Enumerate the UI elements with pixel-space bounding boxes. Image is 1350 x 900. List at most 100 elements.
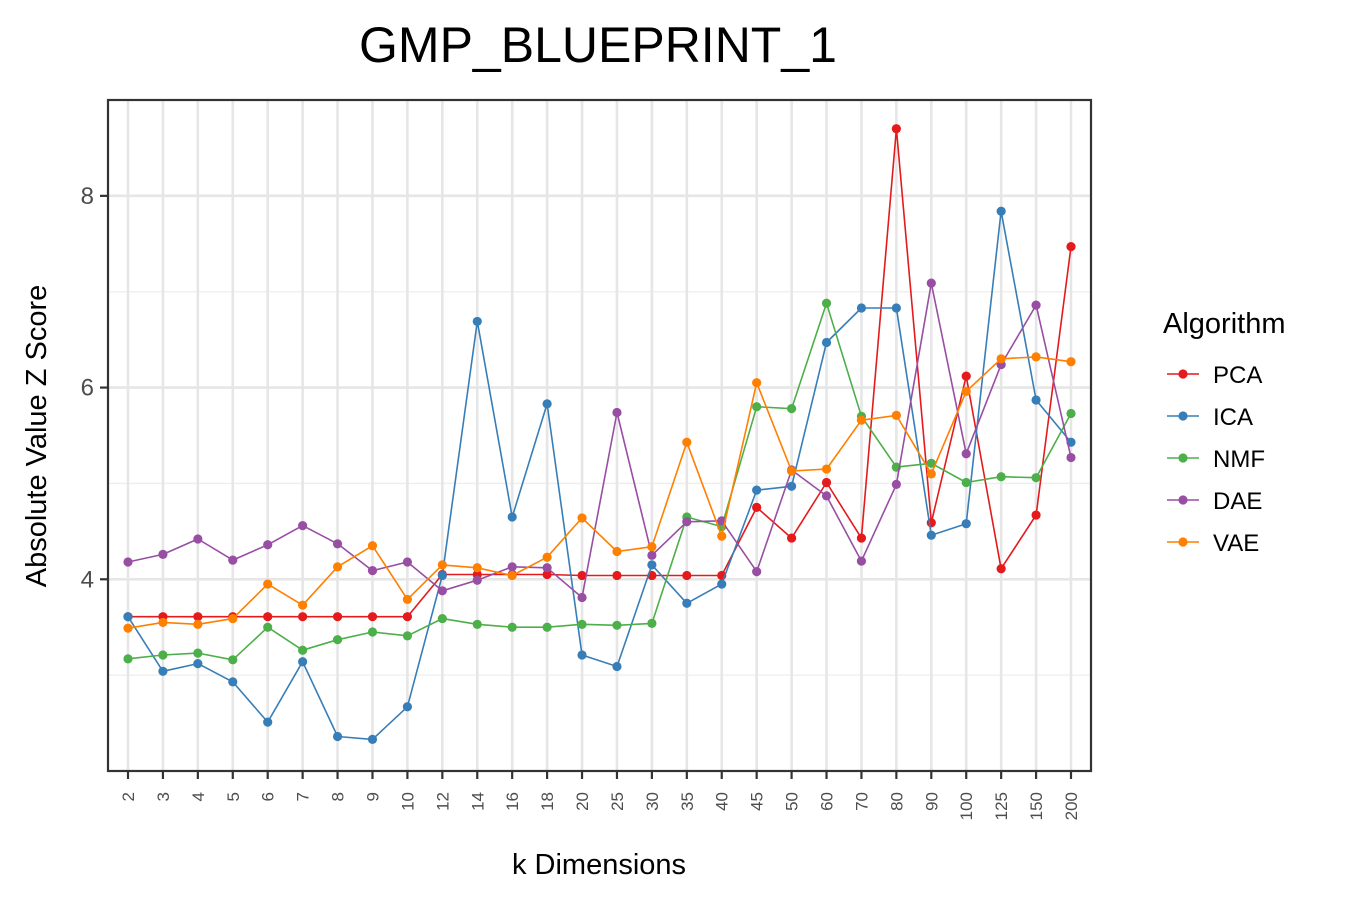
data-point — [1066, 357, 1076, 367]
data-point — [752, 402, 762, 412]
x-tick-label: 60 — [818, 792, 837, 811]
data-point — [298, 600, 308, 610]
x-tick-label: 125 — [992, 792, 1011, 820]
data-point — [717, 579, 727, 589]
data-point — [996, 206, 1006, 216]
x-tick-label: 40 — [713, 792, 732, 811]
y-tick-label: 6 — [81, 375, 94, 402]
x-tick-label: 18 — [538, 792, 557, 811]
x-tick-label: 6 — [259, 792, 278, 801]
data-point — [298, 612, 308, 622]
x-axis-title: k Dimensions — [512, 849, 686, 881]
data-point — [752, 502, 762, 512]
x-tick-label: 20 — [573, 792, 592, 811]
data-point — [856, 415, 867, 425]
data-point — [123, 654, 133, 664]
x-tick-label: 7 — [294, 792, 313, 801]
data-point — [472, 619, 482, 629]
data-point — [542, 399, 552, 409]
data-point — [332, 612, 343, 622]
data-point — [856, 303, 867, 313]
data-point — [926, 530, 936, 540]
data-point — [193, 648, 203, 658]
data-point — [926, 278, 936, 288]
x-tick-label: 8 — [329, 792, 348, 801]
data-point — [612, 661, 622, 672]
data-point — [786, 466, 797, 476]
data-point — [193, 612, 203, 622]
data-point — [263, 540, 273, 550]
data-point — [367, 566, 378, 576]
legend-item-nmf: NMF — [1167, 446, 1265, 473]
series-vae — [123, 352, 1076, 633]
data-point — [612, 570, 622, 581]
x-tick-label: 100 — [957, 792, 976, 820]
legend-key-point — [1178, 495, 1188, 505]
data-point — [752, 378, 762, 388]
data-point — [263, 622, 273, 632]
x-axis: 2 3 4 5 6 7 8 9 10 12 14 16 18 20 25 30 35 40 45 50 60 70 80 90… — [119, 771, 1081, 820]
data-point — [821, 477, 832, 488]
legend-key-point — [1178, 453, 1188, 463]
legend-label: ICA — [1213, 404, 1253, 431]
legend-label: VAE — [1213, 530, 1259, 557]
x-tick-label: 35 — [678, 792, 697, 811]
legend-items: PCA ICA NMF DAE VAE — [1167, 362, 1265, 557]
data-point — [961, 371, 971, 381]
legend-item-vae: VAE — [1167, 530, 1259, 557]
x-tick-label: 150 — [1027, 792, 1046, 820]
data-point — [786, 404, 797, 414]
data-point — [332, 731, 343, 742]
data-point — [507, 622, 517, 632]
series-ica — [123, 206, 1076, 744]
data-point — [1031, 395, 1041, 405]
data-point — [402, 702, 413, 712]
data-point — [612, 407, 622, 418]
data-point — [856, 533, 867, 543]
data-point — [332, 562, 343, 572]
data-point — [577, 570, 587, 581]
data-point — [682, 570, 692, 581]
data-point — [263, 717, 273, 727]
data-point — [158, 549, 168, 559]
y-axis: 4 6 8 — [81, 183, 108, 593]
data-point — [647, 550, 657, 560]
data-point — [612, 546, 622, 557]
grid-major — [108, 100, 1091, 771]
data-point — [402, 557, 413, 567]
data-point — [891, 479, 901, 489]
data-point — [158, 650, 168, 660]
data-point — [193, 534, 203, 544]
data-point — [367, 612, 378, 622]
data-point — [542, 552, 552, 562]
data-point — [926, 518, 936, 528]
data-point — [786, 481, 797, 491]
x-tick-label: 200 — [1062, 792, 1081, 820]
series-line-nmf — [127, 302, 1072, 661]
data-point — [821, 464, 832, 474]
x-tick-label: 45 — [748, 792, 767, 811]
data-point — [437, 560, 447, 570]
data-point — [472, 563, 482, 573]
data-point — [891, 124, 901, 134]
data-point — [961, 477, 971, 488]
data-point — [437, 570, 447, 581]
data-point — [717, 531, 727, 541]
y-axis-title: Absolute Value Z Score — [21, 285, 53, 588]
data-point — [856, 556, 867, 566]
data-point — [507, 570, 517, 581]
x-tick-label: 80 — [887, 792, 906, 811]
data-point — [996, 472, 1006, 482]
data-point — [647, 560, 657, 570]
data-point — [996, 564, 1006, 574]
legend-item-dae: DAE — [1167, 488, 1262, 515]
y-tick-label: 4 — [81, 566, 94, 593]
data-point — [926, 469, 936, 479]
data-point — [228, 655, 238, 665]
data-point — [647, 618, 657, 628]
data-point — [961, 519, 971, 529]
x-tick-label: 4 — [189, 792, 208, 801]
data-point — [123, 612, 133, 622]
data-point — [821, 491, 832, 501]
